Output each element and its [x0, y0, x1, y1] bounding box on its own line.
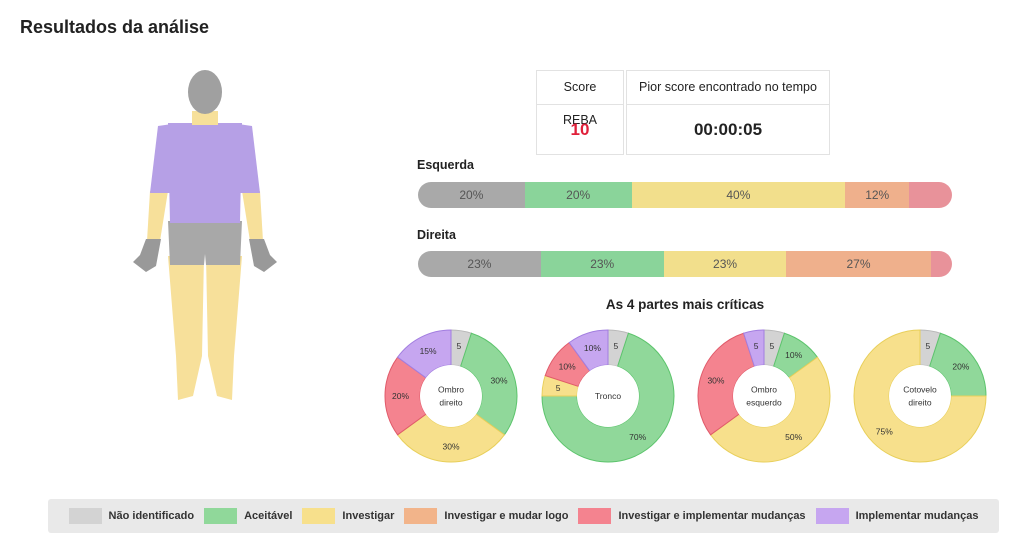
bar-segment-investigar-mudar: 27%	[786, 251, 931, 277]
legend-label: Aceitável	[244, 510, 293, 522]
legend-item-investigar-implementar: Investigar e implementar mudanças	[578, 508, 806, 524]
donut-center-label: esquerdo	[746, 398, 782, 408]
donut-hole	[420, 365, 482, 427]
right-hand	[249, 239, 277, 272]
worst-score-label: Pior score encontrado no tempo	[627, 71, 829, 105]
donut-center-label: Ombro	[438, 385, 464, 395]
donut-slice-label: 5	[770, 341, 775, 351]
legend-label: Não identificado	[108, 510, 195, 522]
bar-segment-label: 12%	[865, 188, 890, 202]
bar-segment-investigar: 23%	[663, 251, 787, 277]
legend-label: Implementar mudanças	[855, 510, 979, 522]
left-side-bar: 20% 20% 40% 12%	[418, 182, 952, 208]
worst-score-column: Pior score encontrado no tempo 00:00:05	[626, 70, 830, 155]
donut-cotovelo-direito: 5 20% 75% Cotovelo direito	[853, 329, 987, 463]
right-forearm	[242, 191, 263, 241]
legend-item-aceitavel: Aceitável	[204, 508, 292, 524]
left-upper-arm	[150, 124, 172, 193]
donut-slice-label: 75%	[876, 427, 893, 437]
donut-slice-label: 20%	[952, 361, 969, 371]
legend-swatch	[404, 508, 438, 524]
donut-slice-label: 5	[556, 383, 561, 393]
legend-swatch	[578, 508, 612, 524]
donut-center-label: Ombro	[751, 385, 777, 395]
legend: Não identificado Aceitável Investigar In…	[48, 499, 999, 533]
bar-segment-label: 23%	[713, 257, 738, 271]
donut-center-label: direito	[439, 398, 462, 408]
right-leg	[206, 256, 242, 400]
bar-segment-label: 27%	[846, 257, 871, 271]
donut-hole	[889, 365, 951, 427]
donut-hole	[733, 365, 795, 427]
right-side-label: Direita	[417, 228, 456, 242]
donut-ombro-direito: 5 30% 30% 20% 15% Ombro direito	[384, 329, 518, 463]
donut-slice-label: 70%	[629, 432, 646, 442]
bar-segment-nao-identificado: 20%	[418, 182, 525, 208]
bar-segment-label: 23%	[590, 257, 615, 271]
legend-label: Investigar	[342, 510, 395, 522]
left-side-label: Esquerda	[417, 158, 474, 172]
hips	[168, 221, 242, 265]
legend-item-investigar-mudar: Investigar e mudar logo	[404, 508, 568, 524]
legend-swatch	[68, 508, 102, 524]
bar-segment-investigar-implementar	[930, 251, 952, 277]
score-reba-column: Score REBA 10	[536, 70, 624, 155]
legend-item-nao-identificado: Não identificado	[68, 508, 195, 524]
legend-swatch	[302, 508, 336, 524]
donut-slice-label: 5	[457, 341, 462, 351]
worst-score-time: 00:00:05	[693, 120, 763, 139]
donut-slice-label: 10%	[785, 350, 802, 360]
donut-slice-label: 20%	[392, 391, 409, 401]
donut-hole	[577, 365, 639, 427]
donut-slice-label: 5	[926, 341, 931, 351]
bar-segment-label: 40%	[726, 188, 751, 202]
legend-item-implementar: Implementar mudanças	[815, 508, 979, 524]
bar-segment-investigar-mudar: 12%	[845, 182, 910, 208]
bar-segment-investigar-implementar	[909, 182, 952, 208]
donut-slice-label: 5	[614, 341, 619, 351]
legend-label: Investigar e implementar mudanças	[618, 510, 806, 522]
right-side-bar: 23% 23% 23% 27%	[418, 251, 952, 277]
donut-slice-label: 15%	[420, 346, 437, 356]
donut-slice-investigar	[853, 329, 987, 463]
body-figure	[133, 70, 277, 400]
bar-segment-label: 20%	[459, 188, 484, 202]
donut-slice-label: 30%	[442, 442, 459, 452]
critical-parts-title: As 4 partes mais críticas	[605, 297, 765, 312]
bar-segment-label: 23%	[467, 257, 492, 271]
score-table: Score REBA 10 Pior score encontrado no t…	[536, 70, 832, 155]
legend-swatch	[204, 508, 238, 524]
left-leg	[168, 256, 204, 400]
legend-label: Investigar e mudar logo	[444, 510, 569, 522]
bar-segment-aceitavel: 20%	[524, 182, 632, 208]
donut-center-label: direito	[908, 398, 931, 408]
left-hand	[133, 239, 161, 272]
donut-slice-label: 5	[754, 341, 759, 351]
donut-ombro-esquerdo: 5 10% 50% 30% 5 Ombro esquerdo	[697, 329, 831, 463]
score-reba-value: 10	[570, 120, 590, 139]
donut-slice-label: 30%	[707, 375, 724, 385]
bar-segment-nao-identificado: 23%	[418, 251, 541, 277]
donut-slice-label: 10%	[559, 361, 576, 371]
legend-swatch	[815, 508, 849, 524]
head	[188, 70, 222, 114]
donut-center-label: Cotovelo	[903, 385, 937, 395]
donut-tronco: 5 70% 5 10% 10% Tronco	[541, 329, 675, 463]
left-forearm	[147, 191, 168, 241]
right-upper-arm	[238, 124, 260, 193]
neck	[192, 111, 218, 125]
page-title: Resultados da análise	[20, 17, 210, 37]
donut-slice-label: 50%	[785, 432, 802, 442]
torso	[168, 123, 242, 223]
score-reba-label: Score REBA	[537, 71, 623, 127]
donut-slice-label: 30%	[491, 375, 508, 385]
bar-segment-label: 20%	[566, 188, 591, 202]
bar-segment-aceitavel: 23%	[540, 251, 664, 277]
donut-center-label: Tronco	[595, 391, 621, 401]
bar-segment-investigar: 40%	[631, 182, 846, 208]
legend-item-investigar: Investigar	[302, 508, 394, 524]
donut-slice-label: 10%	[584, 343, 601, 353]
